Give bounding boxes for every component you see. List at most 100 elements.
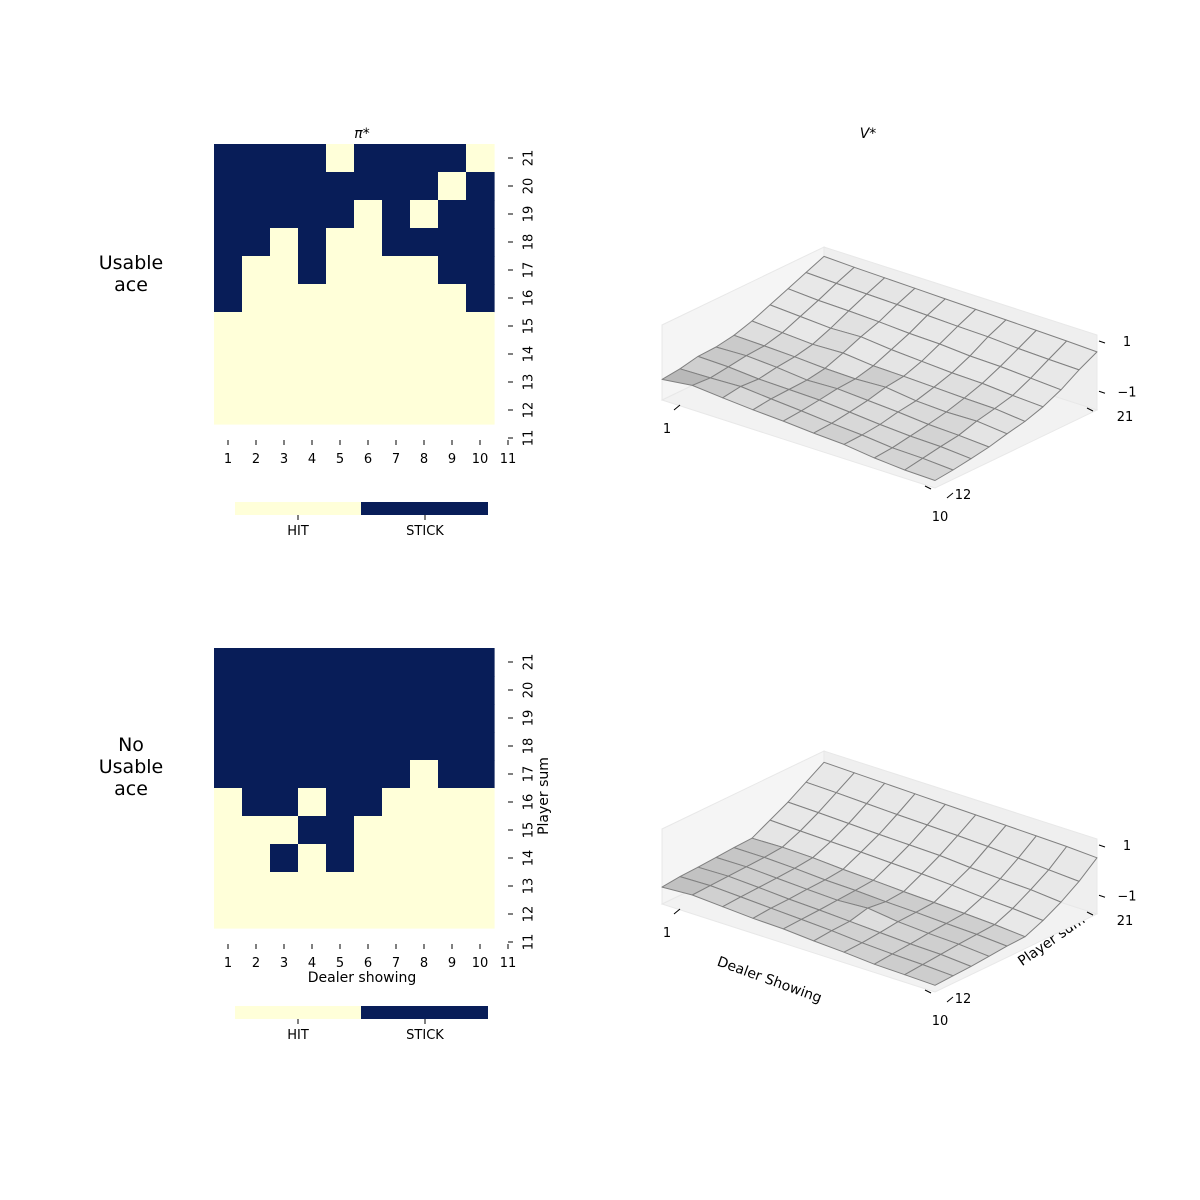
policy-cell: [438, 900, 467, 929]
policy-cell: [466, 172, 495, 201]
policy-cell: [326, 144, 355, 173]
y-tick-label: 13: [522, 374, 537, 391]
policy-cell: [242, 760, 271, 789]
policy-cell: [410, 844, 439, 873]
policy-cell: [298, 704, 327, 733]
policy-cell: [270, 256, 299, 285]
policy-cell: [270, 284, 299, 313]
y-tick-label: 18: [522, 738, 537, 755]
z-tick-label: −1: [1117, 385, 1136, 400]
policy-cell: [214, 284, 243, 313]
policy-cell: [354, 172, 383, 201]
policy-cell: [326, 284, 355, 313]
x-tick-label: 11: [500, 452, 517, 467]
y-tick: [924, 989, 932, 994]
policy-cell: [242, 872, 271, 901]
policy-cell: [410, 788, 439, 817]
policy-cell: [354, 256, 383, 285]
policy-cell: [270, 704, 299, 733]
policy-cell: [354, 228, 383, 257]
policy-cell: [270, 144, 299, 173]
x-tick-label: 6: [364, 452, 372, 467]
policy-cell: [438, 368, 467, 397]
policy-cell: [298, 844, 327, 873]
policy-cell: [354, 844, 383, 873]
y-tick-label: 12: [522, 402, 537, 419]
legend-label: STICK: [406, 1028, 444, 1043]
x-tick-label: 6: [364, 956, 372, 971]
y-tick-label: 17: [522, 262, 537, 279]
policy-cell: [438, 676, 467, 705]
policy-cell: [354, 704, 383, 733]
x-tick-label: 1: [663, 926, 671, 941]
policy-cell: [242, 368, 271, 397]
policy-cell: [410, 704, 439, 733]
x-tick-label: 9: [448, 452, 456, 467]
row-label-line: Usable: [99, 252, 163, 274]
policy-cell: [410, 200, 439, 229]
policy-cell: [410, 732, 439, 761]
policy-cell: [410, 144, 439, 173]
policy-cell: [298, 368, 327, 397]
policy-cell: [326, 816, 355, 845]
policy-cell: [354, 816, 383, 845]
policy-cell: [354, 732, 383, 761]
policy-cell: [270, 872, 299, 901]
policy-cell: [242, 788, 271, 817]
policy-cell: [270, 368, 299, 397]
policy-cell: [410, 340, 439, 369]
policy-cell: [242, 172, 271, 201]
policy-cell: [270, 900, 299, 929]
policy-cell: [214, 256, 243, 285]
y-tick-label: 18: [522, 234, 537, 251]
policy-cell: [382, 872, 411, 901]
policy-cell: [466, 676, 495, 705]
policy-cell: [242, 228, 271, 257]
surface-xlabel: Dealer Showing: [715, 954, 824, 1007]
policy-cell: [354, 284, 383, 313]
policy-cell: [410, 256, 439, 285]
x-tick-label: 3: [280, 452, 288, 467]
x-tick-label: 3: [280, 956, 288, 971]
policy-cell: [326, 648, 355, 677]
policy-cell: [298, 760, 327, 789]
policy-cell: [410, 648, 439, 677]
policy-cell: [326, 200, 355, 229]
y-tick-label: 20: [522, 178, 537, 195]
y-tick-label: 15: [522, 318, 537, 335]
z-tick: [1098, 844, 1106, 848]
policy-cell: [214, 732, 243, 761]
x-tick-label: 10: [472, 452, 489, 467]
policy-cell: [326, 256, 355, 285]
policy-cell: [242, 816, 271, 845]
policy-cell: [354, 648, 383, 677]
policy-cell: [214, 676, 243, 705]
legend-hit-swatch: [235, 1006, 361, 1019]
x-tick-label: 4: [308, 452, 316, 467]
value-surface-no-usable-ace: 1 10 12 21 −1 1: [660, 750, 1137, 1029]
x-tick: [673, 404, 681, 411]
y-tick-label: 21: [1117, 914, 1134, 929]
policy-cell: [410, 872, 439, 901]
policy-cell: [242, 732, 271, 761]
policy-cell: [242, 844, 271, 873]
y-tick-label: 21: [522, 150, 537, 167]
policy-cell: [326, 788, 355, 817]
x-tick-label: 5: [336, 452, 344, 467]
policy-cell: [354, 368, 383, 397]
policy-cell: [214, 172, 243, 201]
policy-cell: [326, 172, 355, 201]
policy-cell: [242, 396, 271, 425]
z-tick-label: −1: [1117, 889, 1136, 904]
policy-cell: [214, 144, 243, 173]
policy-cell: [326, 844, 355, 873]
policy-cell: [214, 312, 243, 341]
row-label-usable-ace: Usable ace: [99, 252, 163, 296]
policy-cell: [438, 844, 467, 873]
policy-cell: [466, 312, 495, 341]
policy-cell: [466, 648, 495, 677]
policy-cell: [438, 816, 467, 845]
policy-cell: [410, 396, 439, 425]
x-tick-label: 2: [252, 956, 260, 971]
x-tick-label: 5: [336, 956, 344, 971]
